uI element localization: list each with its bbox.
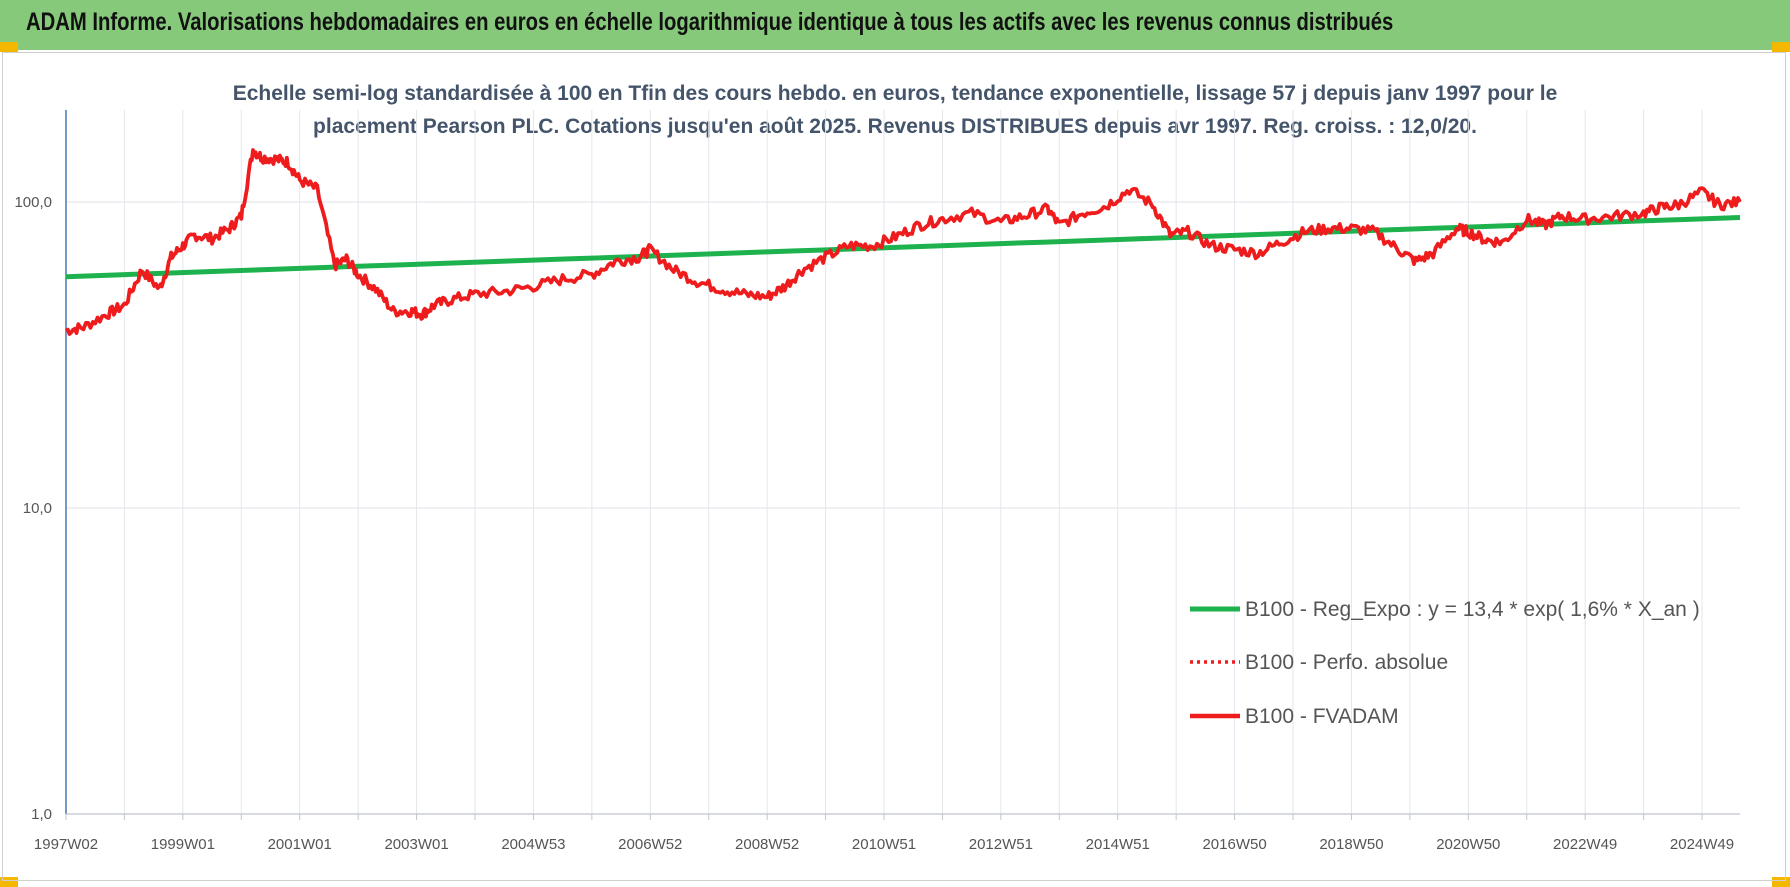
legend-label: B100 - Perfo. absolue [1245,651,1448,674]
chart-subtitle-line-2: placement Pearson PLC. Cotations jusqu'e… [313,115,1477,138]
corner-mark-bottom-right [1772,877,1790,887]
x-tick-label: 2010W51 [852,836,916,853]
header-bar: ADAM Informe. Valorisations hebdomadaire… [0,0,1790,50]
x-tick-label: 2006W52 [618,836,682,853]
series-lines [65,148,1742,336]
chart-subtitle-line-1: Echelle semi-log standardisée à 100 en T… [233,82,1558,105]
y-tick-label: 1,0 [31,806,52,823]
x-tick-label: 2001W01 [268,836,332,853]
x-tick-label: 2014W51 [1086,836,1150,853]
x-tick-label: 2008W52 [735,836,799,853]
axis-ticks: 1,0 10,0 100,0 1997W02 1999W01 2001W01 2003W01… [14,194,1734,853]
x-tick-label: 2018W50 [1319,836,1383,853]
x-tick-label: 2004W53 [501,836,565,853]
x-tick-label: 2016W50 [1202,836,1266,853]
chart-frame [2,52,1786,881]
corner-mark-left [0,42,18,52]
y-tick-label: 100,0 [14,194,52,211]
x-tick-label: 1997W02 [34,836,98,853]
fvadam-line [65,148,1742,336]
x-tick-label: 2024W49 [1670,836,1734,853]
legend-label: B100 - FVADAM [1245,705,1399,728]
legend-label: B100 - Reg_Expo : y = 13,4 * exp( 1,6% *… [1245,598,1700,621]
page-title: ADAM Informe. Valorisations hebdomadaire… [26,8,1394,36]
regression-line [65,215,1741,280]
x-tick-label: 1999W01 [151,836,215,853]
legend: B100 - Reg_Expo : y = 13,4 * exp( 1,6% *… [1190,598,1700,728]
x-tick-label: 2003W01 [384,836,448,853]
corner-mark-bottom-left [0,877,18,887]
x-tick-label: 2012W51 [969,836,1033,853]
y-tick-label: 10,0 [23,500,52,517]
gridlines [65,110,1740,820]
x-tick-label: 2020W50 [1436,836,1500,853]
x-tick-label: 2022W49 [1553,836,1617,853]
corner-mark-right [1772,42,1790,52]
